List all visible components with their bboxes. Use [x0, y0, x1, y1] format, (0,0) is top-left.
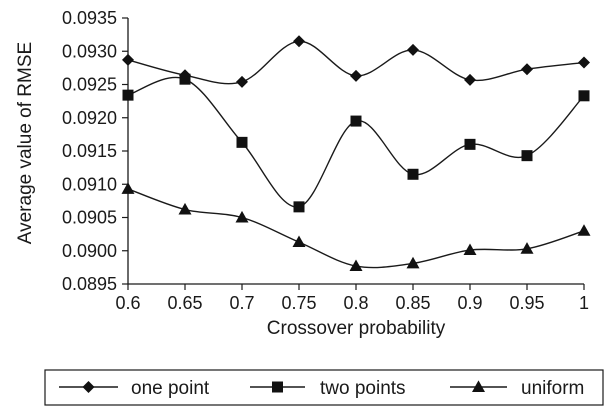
x-tick-label: 1	[579, 293, 589, 313]
data-point-one-point	[578, 56, 590, 69]
data-point-uniform	[406, 256, 420, 269]
data-point-one-point	[236, 75, 248, 88]
chart-legend: one point two points uniform	[44, 369, 604, 406]
y-axis-label: Average value of RMSE	[15, 42, 36, 244]
x-tick-label: 0.95	[509, 293, 544, 313]
x-tick-label: 0.8	[343, 293, 368, 313]
x-axis-label: Crossover probability	[267, 318, 446, 339]
y-tick-label: 0.0910	[62, 174, 117, 194]
data-point-two-points	[179, 73, 191, 85]
y-tick-label: 0.0935	[62, 8, 117, 28]
legend-marker-one-point	[82, 381, 95, 393]
y-tick-label: 0.0900	[62, 241, 117, 261]
legend-marker-uniform	[472, 380, 485, 392]
data-point-uniform	[463, 243, 477, 256]
series-line-two-points	[127, 76, 585, 208]
data-point-one-point	[293, 35, 305, 48]
data-point-uniform	[178, 202, 192, 215]
data-point-one-point	[521, 63, 533, 76]
y-tick-label: 0.0930	[62, 41, 117, 61]
chart-ticks: 0.0895 0.0900 0.0905 0.0910 0.0915 0.0920 0.09…	[62, 8, 589, 313]
y-tick-label: 0.0925	[62, 75, 117, 95]
y-tick-label: 0.0915	[62, 141, 117, 161]
data-point-uniform	[121, 182, 135, 194]
data-point-two-points	[578, 90, 590, 102]
data-point-two-points	[464, 138, 476, 150]
series-line-uniform	[127, 188, 585, 269]
legend-box	[44, 369, 604, 406]
legend-marker-two-points	[272, 381, 283, 393]
data-point-two-points	[236, 136, 248, 148]
data-point-uniform	[349, 259, 363, 271]
data-point-one-point	[350, 69, 362, 82]
legend-label-one-point: one point	[131, 378, 210, 399]
y-tick-label: 0.0905	[62, 208, 117, 228]
data-point-one-point	[407, 43, 419, 56]
x-tick-label: 0.7	[229, 293, 254, 313]
y-tick-label: 0.0895	[62, 274, 117, 294]
data-point-uniform	[292, 235, 306, 248]
data-point-two-points	[350, 115, 362, 127]
data-point-uniform	[520, 242, 534, 254]
x-tick-label: 0.85	[395, 293, 430, 313]
data-point-two-points	[122, 89, 134, 101]
legend-label-uniform: uniform	[521, 378, 584, 399]
x-tick-label: 0.9	[457, 293, 482, 313]
data-point-one-point	[464, 73, 476, 86]
series-markers	[121, 35, 591, 271]
data-point-one-point	[122, 53, 134, 66]
data-point-uniform	[235, 210, 249, 223]
data-point-two-points	[521, 150, 533, 162]
data-point-two-points	[293, 201, 305, 213]
data-point-two-points	[407, 168, 419, 180]
x-tick-label: 0.65	[167, 293, 202, 313]
y-tick-label: 0.0920	[62, 108, 117, 128]
data-point-uniform	[577, 224, 591, 236]
x-tick-label: 0.75	[281, 293, 316, 313]
chart-axes	[127, 18, 584, 285]
legend-label-two-points: two points	[320, 378, 406, 399]
x-tick-label: 0.6	[115, 293, 140, 313]
